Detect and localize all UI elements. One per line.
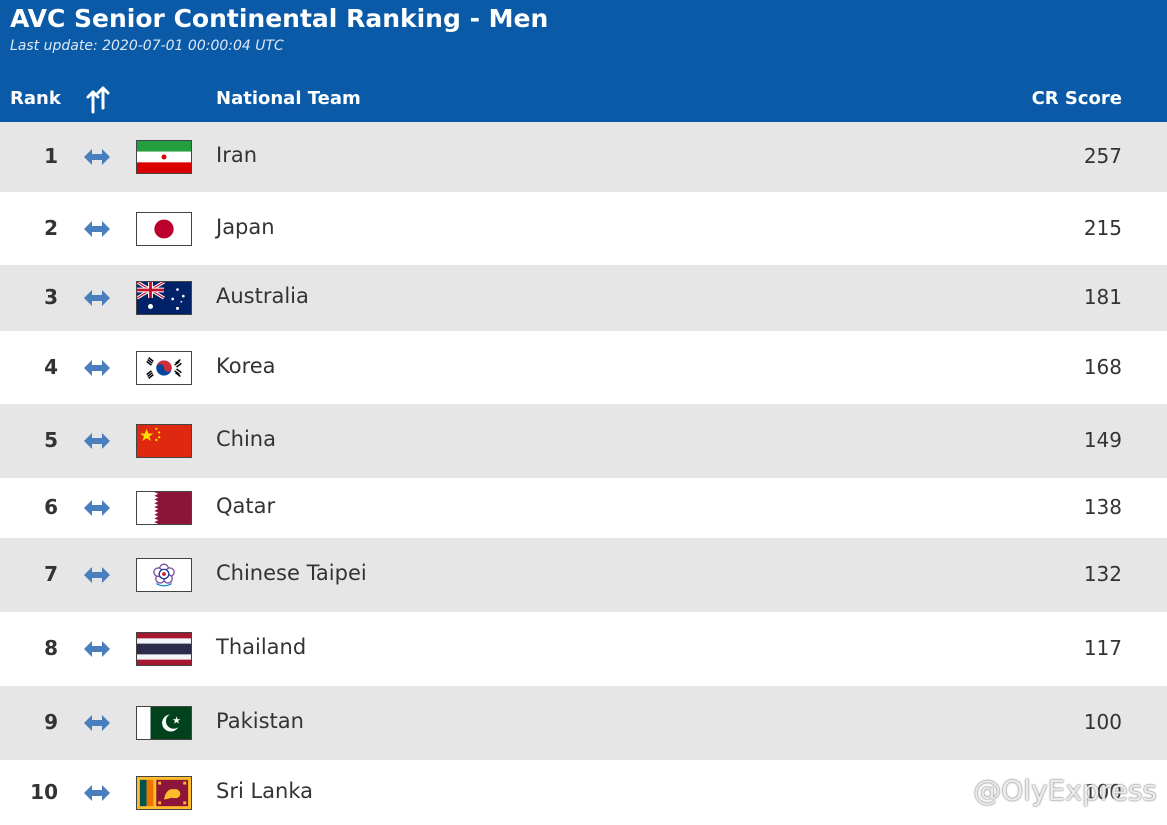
no-change-arrow-icon xyxy=(84,149,110,165)
rank-cell: 7 xyxy=(44,562,58,586)
cr-score-cell: 215 xyxy=(1083,215,1122,240)
japan-flag-icon xyxy=(136,211,192,246)
no-change-arrow-icon xyxy=(84,290,110,306)
column-header-rank[interactable]: Rank xyxy=(10,88,61,109)
no-change-arrow-icon xyxy=(84,567,110,583)
team-name-link[interactable]: Japan xyxy=(216,214,275,239)
rank-cell: 10 xyxy=(30,779,58,804)
rank-cell: 2 xyxy=(44,215,58,240)
sri-lanka-flag-icon xyxy=(136,775,192,810)
qatar-flag-icon xyxy=(136,491,192,525)
team-name-link[interactable]: Sri Lanka xyxy=(216,778,314,803)
ranking-header: AVC Senior Continental Ranking - Men Las… xyxy=(0,0,1167,122)
no-change-arrow-icon xyxy=(84,715,110,731)
pakistan-flag-icon xyxy=(136,706,192,740)
rank-cell: 8 xyxy=(44,636,58,660)
team-name-link[interactable]: Qatar xyxy=(216,494,276,518)
table-row[interactable]: 10 Sri Lanka 100 xyxy=(0,760,1167,825)
no-change-arrow-icon xyxy=(84,433,110,449)
team-name-link[interactable]: Iran xyxy=(216,143,258,167)
table-row[interactable]: 1 Iran 257 xyxy=(0,122,1167,192)
no-change-arrow-icon xyxy=(84,641,110,657)
no-change-arrow-icon xyxy=(84,500,110,516)
table-row[interactable]: 4 Korea 168 xyxy=(0,331,1167,404)
no-change-arrow-icon xyxy=(84,359,110,376)
rank-change-icon[interactable] xyxy=(82,84,114,116)
team-name-link[interactable]: Chinese Taipei xyxy=(216,561,367,585)
rank-cell: 9 xyxy=(44,710,58,734)
last-update-text: Last update: 2020-07-01 00:00:04 UTC xyxy=(10,38,284,54)
page-title: AVC Senior Continental Ranking - Men xyxy=(10,4,549,33)
table-row[interactable]: 3 Australia 181 xyxy=(0,265,1167,331)
no-change-arrow-icon xyxy=(84,784,110,801)
team-name-link[interactable]: China xyxy=(216,427,276,451)
team-name-link[interactable]: Korea xyxy=(216,353,276,378)
column-header-score[interactable]: CR Score xyxy=(1031,88,1122,109)
cr-score-cell: 257 xyxy=(1083,144,1122,168)
team-name-link[interactable]: Pakistan xyxy=(216,709,304,733)
watermark: @OlyExpress xyxy=(973,774,1157,807)
cr-score-cell: 132 xyxy=(1083,562,1122,586)
cr-score-cell: 149 xyxy=(1083,428,1122,452)
cr-score-cell: 100 xyxy=(1083,779,1122,804)
thailand-flag-icon xyxy=(136,632,192,666)
cr-score-cell: 138 xyxy=(1083,495,1122,519)
rank-cell: 6 xyxy=(44,495,58,519)
iran-flag-icon xyxy=(136,140,192,174)
no-change-arrow-icon xyxy=(84,220,110,237)
china-flag-icon xyxy=(136,424,192,458)
cr-score-cell: 117 xyxy=(1083,636,1122,660)
chinese-taipei-flag-icon xyxy=(136,558,192,592)
table-row[interactable]: 9 Pakistan 100 xyxy=(0,686,1167,760)
rank-cell: 5 xyxy=(44,428,58,452)
table-row[interactable]: 5 China 149 xyxy=(0,404,1167,478)
table-row[interactable]: 6 Qatar 138 xyxy=(0,478,1167,538)
rank-cell: 1 xyxy=(44,144,58,168)
cr-score-cell: 100 xyxy=(1083,710,1122,734)
korea-flag-icon xyxy=(136,350,192,385)
rank-cell: 3 xyxy=(44,285,58,309)
cr-score-cell: 181 xyxy=(1083,285,1122,309)
table-row[interactable]: 8 Thailand 117 xyxy=(0,612,1167,686)
rank-cell: 4 xyxy=(44,354,58,379)
team-name-link[interactable]: Australia xyxy=(216,284,309,308)
australia-flag-icon xyxy=(136,281,192,315)
cr-score-cell: 168 xyxy=(1083,354,1122,379)
table-row[interactable]: 2 Japan 215 xyxy=(0,192,1167,265)
column-header-team[interactable]: National Team xyxy=(216,88,361,109)
team-name-link[interactable]: Thailand xyxy=(216,635,307,659)
table-row[interactable]: 7 Chinese Taipei 132 xyxy=(0,538,1167,612)
